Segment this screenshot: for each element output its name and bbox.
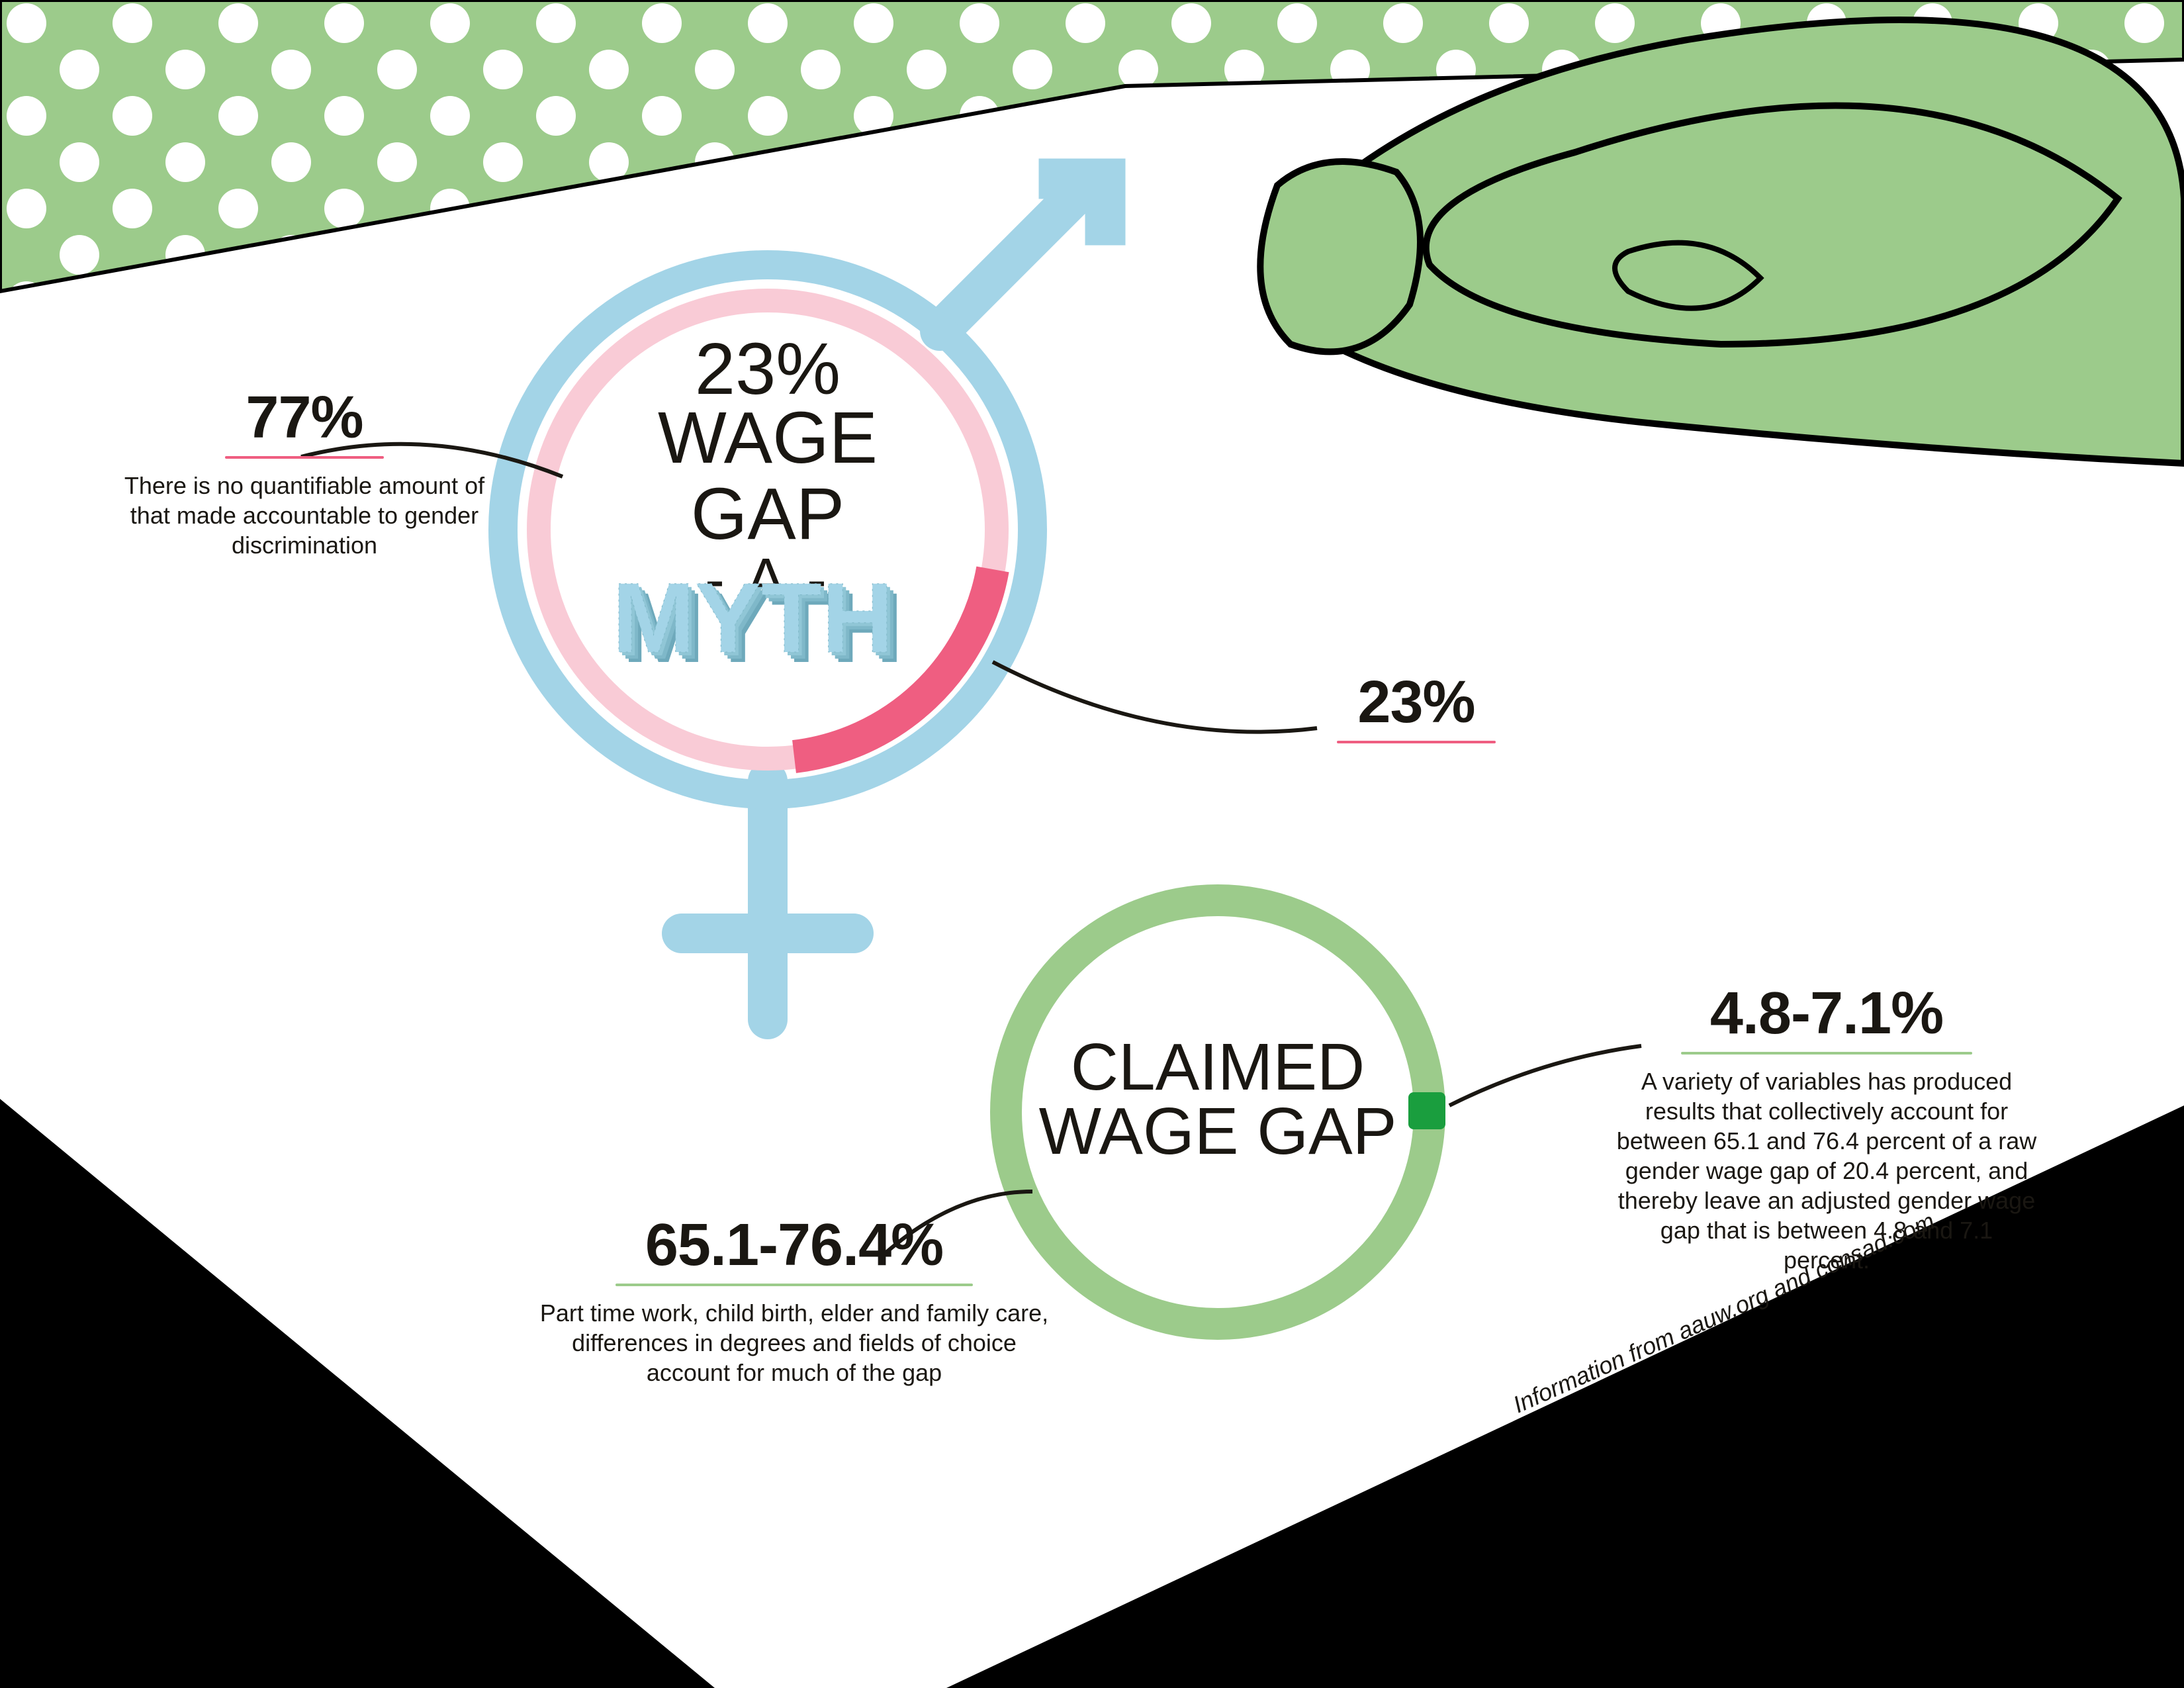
stat-48-underline	[1681, 1052, 1972, 1055]
stat-65-desc: Part time work, child birth, elder and f…	[536, 1298, 1052, 1387]
stat-23-block: 23%	[1317, 669, 1516, 743]
stat-77-underline	[225, 456, 384, 459]
infographic-canvas: 23% WAGE GAP - A - MYTH MYTH MYTH MYTH M…	[0, 0, 2184, 1688]
stat-48-value: 4.8-7.1%	[1615, 980, 2038, 1048]
stat-77-value: 77%	[119, 384, 490, 452]
stat-77-block: 77% There is no quantifiable amount of t…	[119, 384, 490, 560]
stat-77-desc: There is no quantifiable amount of that …	[119, 471, 490, 560]
stat-48-block: 4.8-7.1% A variety of variables has prod…	[1615, 980, 2038, 1275]
stat-65-value: 65.1-76.4%	[536, 1211, 1052, 1280]
stat-23-value: 23%	[1317, 669, 1516, 737]
stat-48-desc: A variety of variables has produced resu…	[1615, 1066, 2038, 1275]
stat-65-block: 65.1-76.4% Part time work, child birth, …	[536, 1211, 1052, 1387]
connectors	[0, 0, 2184, 1688]
stat-65-underline	[615, 1284, 973, 1286]
stat-23-underline	[1337, 741, 1496, 743]
